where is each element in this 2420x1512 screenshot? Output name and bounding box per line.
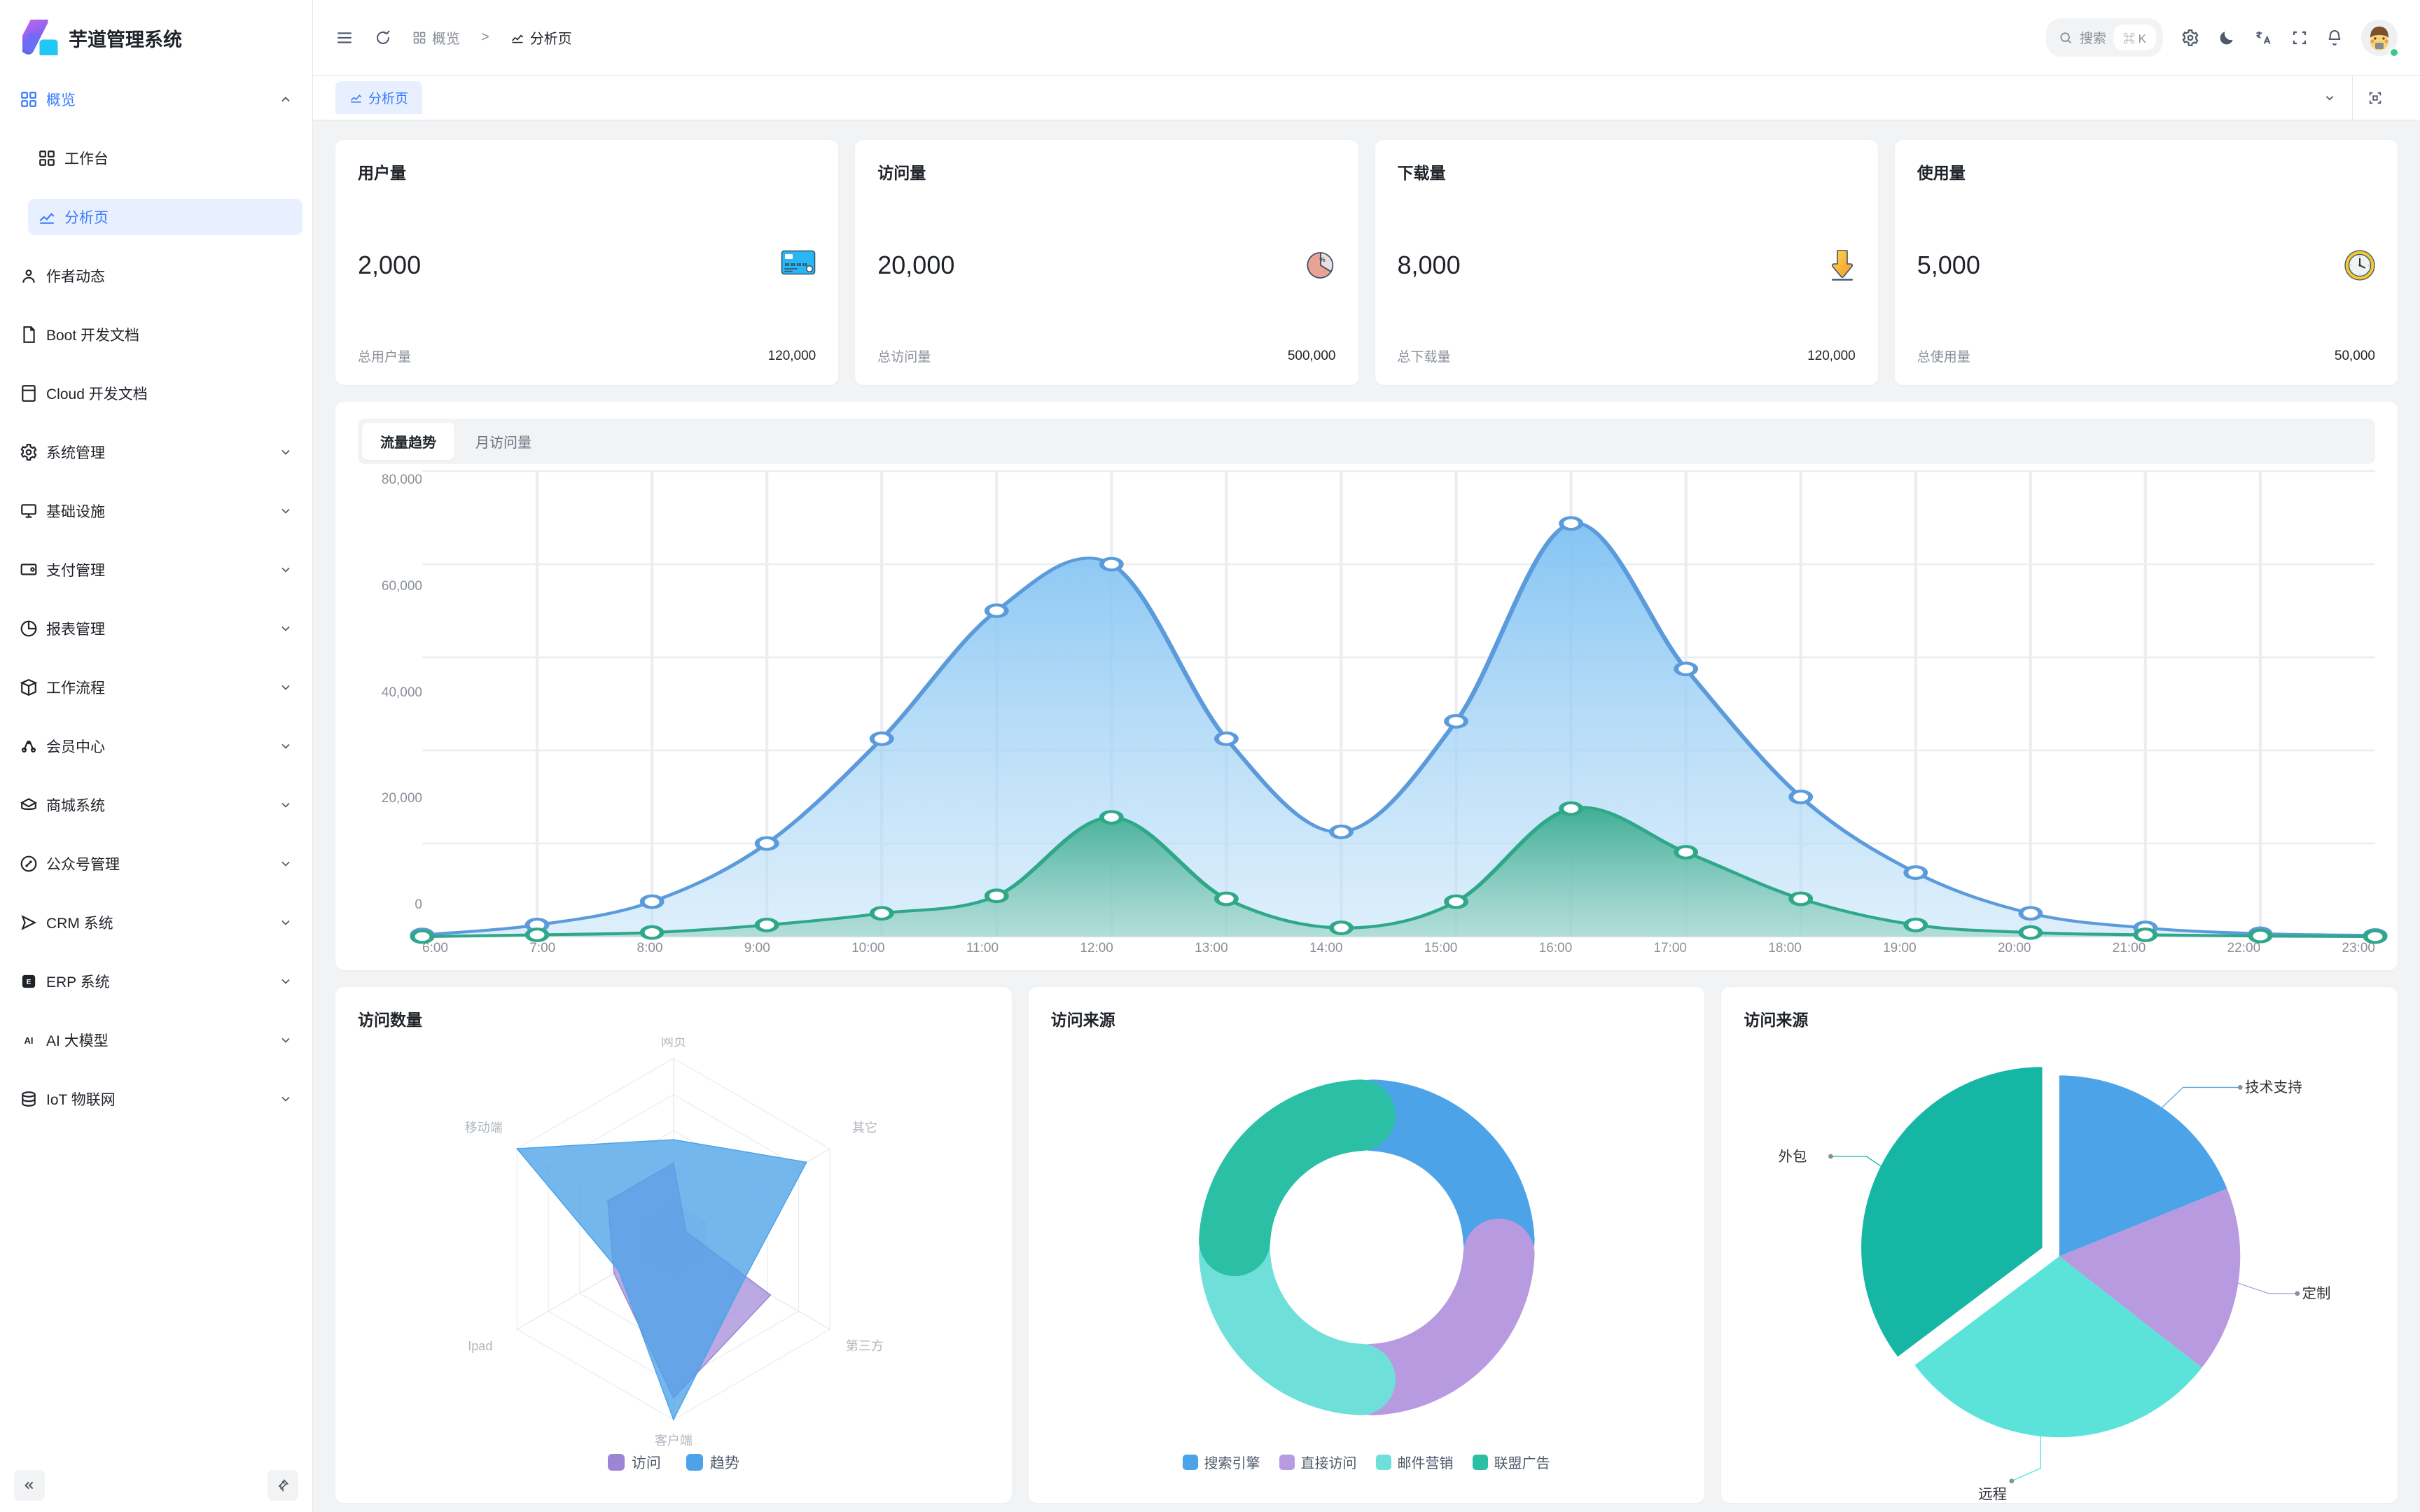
svg-text:技术支持: 技术支持 bbox=[2245, 1079, 2302, 1096]
svg-text:Ipad: Ipad bbox=[468, 1339, 492, 1353]
svg-text:网页: 网页 bbox=[661, 1037, 686, 1049]
svg-text:外包: 外包 bbox=[1779, 1149, 1807, 1165]
svg-text:客户端: 客户端 bbox=[655, 1434, 693, 1448]
svg-text:E: E bbox=[27, 979, 32, 986]
svg-text:%: % bbox=[1319, 256, 1326, 264]
svg-text:第三方: 第三方 bbox=[846, 1339, 884, 1353]
svg-text:移动端: 移动端 bbox=[465, 1121, 503, 1135]
svg-text:远程: 远程 bbox=[1979, 1487, 2008, 1503]
svg-text:定制: 定制 bbox=[2302, 1286, 2331, 1302]
svg-text:其它: 其它 bbox=[852, 1121, 877, 1135]
